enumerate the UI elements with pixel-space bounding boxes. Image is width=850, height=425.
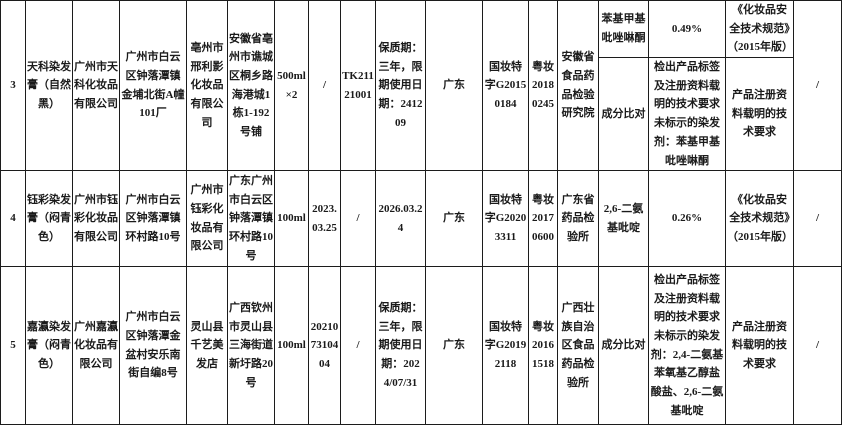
record-no-cell: 粤妆20161518 [528, 266, 558, 425]
production-date-cell: / [308, 0, 341, 172]
expiry-cell: 2026.03.24 [375, 170, 426, 268]
approval-no-cell: 国妆特字G20203311 [482, 170, 529, 268]
region-cell: 广东 [425, 266, 483, 425]
finding-requirement-cell: 产品注册资料载明的技术要求 [725, 57, 794, 172]
product-name-cell: 天科染发膏（自然黑） [25, 0, 73, 172]
seq-cell: 4 [0, 170, 26, 268]
expiry-cell: 保质期：三年，限期使用日期：241209 [375, 0, 426, 172]
seq-cell: 5 [0, 266, 26, 425]
finding-result-cell: 检出产品标签及注册资料载明的技术要求未标示的染发剂：2,4-二氨基苯氧基乙醇盐酸… [648, 266, 726, 425]
marked-manufacturer-cell: 广州市钰彩化妆品有限公司 [72, 170, 120, 268]
finding-item-cell: 苯基甲基吡唑啉酮 [598, 0, 649, 59]
finding-result-cell: 检出产品标签及注册资料载明的技术要求未标示的染发剂：苯基甲基吡唑啉酮 [648, 57, 726, 172]
product-name-cell: 嘉瀛染发膏（闷青色） [25, 266, 73, 425]
inspection-agency-cell: 广西壮族自治区食品药品检验所 [557, 266, 599, 425]
region-cell: 广东 [425, 0, 483, 172]
finding-result-cell: 0.49% [648, 0, 726, 59]
marked-manufacturer-cell: 广州市天科化妆品有限公司 [72, 0, 120, 172]
inspection-agency-cell: 广东省药品检验所 [557, 170, 599, 268]
sampled-unit-cell: 广州市钰彩化妆品有限公司 [186, 170, 228, 268]
table-row: 3 天科染发膏（自然黑） 广州市天科化妆品有限公司 广州市白云区钟落潭镇金埔北街… [0, 0, 842, 172]
batch-no-cell: TK21121001 [340, 0, 376, 172]
table-subrow: 成分比对 检出产品标签及注册资料载明的技术要求未标示的染发剂：苯基甲基吡唑啉酮 … [1, 57, 842, 172]
manufacturer-address-cell: 广州市白云区钟落潭镇金埔北街A幢101厂 [119, 0, 187, 172]
table-row: 4 钰彩染发膏（闷青色） 广州市钰彩化妆品有限公司 广州市白云区钟落潭镇环村路1… [0, 170, 842, 268]
spec-cell: 100ml [274, 170, 309, 268]
production-date-cell: 2023.03.25 [308, 170, 341, 268]
finding-requirement-cell: 产品注册资料载明的技术要求 [725, 266, 794, 425]
approval-no-cell: 国妆特字G20150184 [482, 0, 529, 172]
finding-item-cell: 成分比对 [598, 266, 649, 425]
sampled-unit-address-cell: 广西钦州市灵山县三海街道新圩路20号 [227, 266, 275, 425]
inspection-agency-cell: 安徽省食品药品检验研究院 [557, 0, 599, 172]
remark-cell: / [793, 266, 842, 425]
spec-cell: 500ml×2 [274, 0, 309, 172]
region-cell: 广东 [425, 170, 483, 268]
sampled-unit-address-cell: 广东广州市白云区钟落潭镇环村路10号 [227, 170, 275, 268]
sampled-unit-cell: 亳州市邢利影化妆品有限公司 [186, 0, 228, 172]
remark-cell: / [793, 0, 842, 172]
product-name-cell: 钰彩染发膏（闷青色） [25, 170, 73, 268]
expiry-cell: 保质期：三年，限期使用日期：2024/07/31 [375, 266, 426, 425]
sampled-unit-address-cell: 安徽省亳州市谯城区桐乡路海港城1栋1-192号铺 [227, 0, 275, 172]
finding-item-cell: 成分比对 [598, 57, 649, 172]
finding-requirement-cell: 《化妆品安全技术规范》（2015年版） [725, 170, 794, 268]
spec-cell: 100ml [274, 266, 309, 425]
finding-result-cell: 0.26% [648, 170, 726, 268]
marked-manufacturer-cell: 广州嘉瀛化妆品有限公司 [72, 266, 120, 425]
manufacturer-address-cell: 广州市白云区钟落潭镇环村路10号 [119, 170, 187, 268]
remark-cell: / [793, 170, 842, 268]
sampled-unit-cell: 灵山县千艺美发店 [186, 266, 228, 425]
record-no-cell: 粤妆20180245 [528, 0, 558, 172]
table-row: 5 嘉瀛染发膏（闷青色） 广州嘉瀛化妆品有限公司 广州市白云区钟落潭金盆村安乐南… [0, 266, 842, 425]
batch-no-cell: / [340, 170, 376, 268]
finding-item-cell: 2,6-二氨基吡啶 [598, 170, 649, 268]
production-date-cell: 202107310404 [308, 266, 341, 425]
seq-cell: 3 [0, 0, 26, 172]
approval-no-cell: 国妆特字G20192118 [482, 266, 529, 425]
record-no-cell: 粤妆20170600 [528, 170, 558, 268]
manufacturer-address-cell: 广州市白云区钟落潭金盆村安乐南街自编8号 [119, 266, 187, 425]
finding-requirement-cell: 《化妆品安全技术规范》（2015年版） [725, 0, 794, 59]
batch-no-cell: / [340, 266, 376, 425]
